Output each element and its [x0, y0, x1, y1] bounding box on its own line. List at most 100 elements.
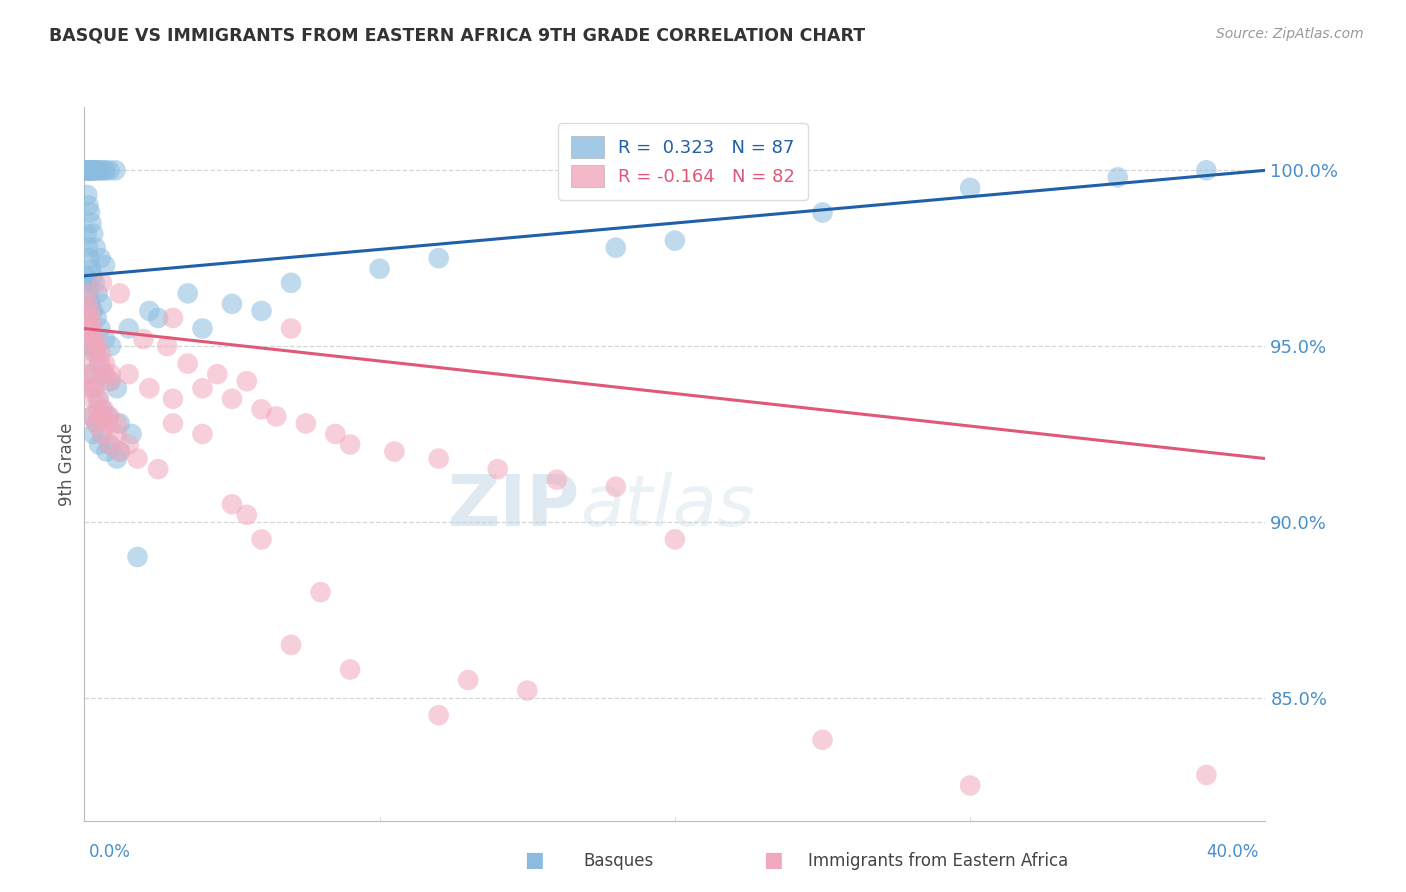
Point: [191, 427, 214, 442]
Point: [132, 332, 155, 346]
Point: [811, 732, 834, 747]
Point: [138, 381, 160, 395]
Point: [127, 451, 149, 466]
Point: [86, 310, 108, 325]
Point: [427, 708, 450, 723]
Point: [105, 417, 128, 431]
Point: [100, 374, 122, 388]
Point: [93, 402, 115, 417]
Point: [77, 321, 100, 335]
Point: [77, 163, 100, 178]
Point: [250, 304, 273, 318]
Point: [1107, 170, 1129, 185]
Point: [77, 321, 100, 335]
Point: [77, 304, 100, 318]
Point: [83, 346, 105, 360]
Point: [79, 368, 101, 382]
Point: [83, 163, 105, 178]
Text: Source: ZipAtlas.com: Source: ZipAtlas.com: [1216, 27, 1364, 41]
Point: [76, 286, 98, 301]
Point: [162, 392, 184, 406]
Point: [235, 374, 259, 388]
Point: [84, 417, 107, 431]
Point: [83, 332, 105, 346]
Point: [323, 427, 347, 442]
Point: [96, 444, 118, 458]
Point: [177, 357, 200, 371]
Point: [108, 444, 131, 458]
Point: [339, 663, 361, 677]
Point: [82, 304, 104, 318]
Point: [959, 181, 981, 195]
Point: [118, 368, 141, 382]
Point: [205, 368, 228, 382]
Point: [76, 188, 98, 202]
Point: [264, 409, 288, 424]
Point: [93, 368, 115, 382]
Point: [75, 163, 97, 178]
Text: 40.0%: 40.0%: [1206, 843, 1258, 861]
Y-axis label: 9th Grade: 9th Grade: [58, 422, 76, 506]
Point: [94, 357, 117, 371]
Point: [79, 332, 101, 346]
Point: [77, 251, 100, 265]
Point: [138, 304, 160, 318]
Point: [80, 409, 103, 424]
Point: [82, 381, 104, 395]
Text: ■: ■: [763, 850, 783, 870]
Point: [309, 585, 332, 599]
Point: [221, 392, 243, 406]
Point: [79, 332, 101, 346]
Point: [91, 427, 114, 442]
Point: [221, 497, 243, 511]
Point: [91, 402, 114, 417]
Point: [148, 462, 170, 476]
Point: [80, 261, 103, 276]
Point: [80, 374, 103, 388]
Point: [339, 437, 361, 451]
Point: [94, 368, 117, 382]
Point: [127, 549, 149, 564]
Point: [382, 444, 406, 458]
Point: [94, 258, 117, 272]
Point: [86, 286, 108, 301]
Point: [82, 227, 104, 241]
Point: [90, 357, 112, 371]
Point: [83, 381, 105, 395]
Point: [280, 638, 302, 652]
Point: [427, 251, 450, 265]
Point: [86, 163, 108, 178]
Point: [98, 437, 121, 451]
Point: [108, 444, 131, 458]
Point: [221, 297, 243, 311]
Point: [121, 427, 143, 442]
Point: [90, 346, 112, 360]
Point: [76, 286, 98, 301]
Point: [664, 533, 686, 547]
Text: ■: ■: [524, 850, 544, 870]
Point: [108, 417, 131, 431]
Point: [87, 163, 110, 178]
Legend: R =  0.323   N = 87, R = -0.164   N = 82: R = 0.323 N = 87, R = -0.164 N = 82: [558, 123, 807, 200]
Point: [77, 241, 100, 255]
Text: ZIP: ZIP: [449, 472, 581, 541]
Point: [76, 163, 98, 178]
Point: [93, 163, 115, 178]
Point: [162, 417, 184, 431]
Point: [79, 368, 101, 382]
Point: [77, 286, 100, 301]
Point: [118, 437, 141, 451]
Point: [97, 417, 120, 431]
Point: [98, 437, 121, 451]
Point: [91, 276, 114, 290]
Point: [104, 163, 127, 178]
Point: [75, 268, 97, 283]
Point: [546, 473, 568, 487]
Point: [79, 163, 101, 178]
Point: [82, 321, 104, 335]
Point: [191, 381, 214, 395]
Point: [97, 409, 120, 424]
Point: [77, 304, 100, 318]
Point: [80, 339, 103, 353]
Point: [91, 297, 114, 311]
